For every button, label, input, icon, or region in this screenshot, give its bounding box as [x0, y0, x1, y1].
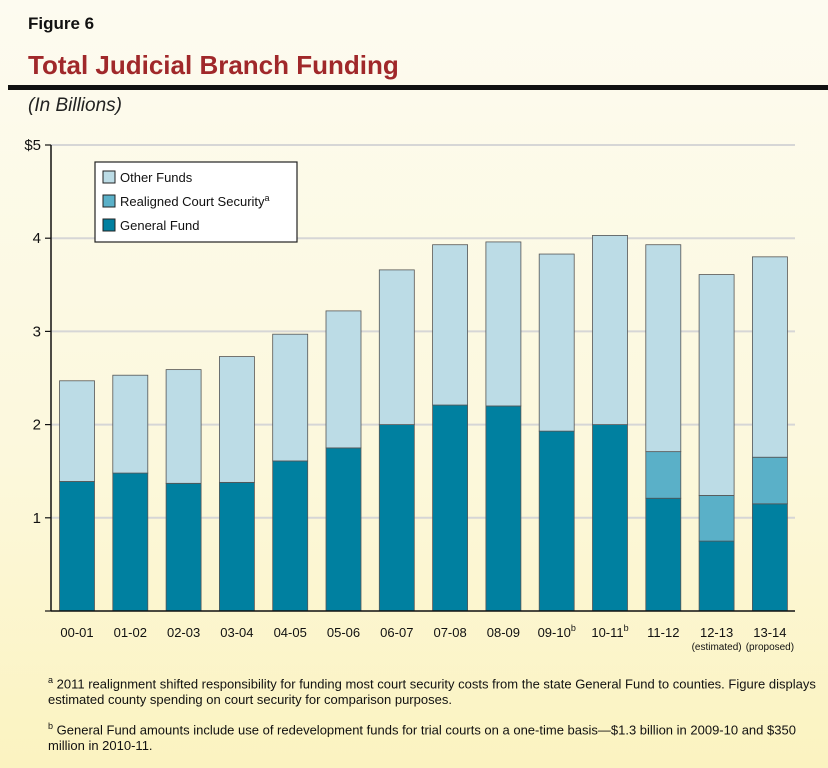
bar-segment-other-funds	[645, 244, 682, 453]
legend-swatch	[102, 194, 116, 208]
x-tick-label: 08-09	[487, 625, 520, 640]
bar-segment-general-fund	[592, 424, 628, 612]
x-sublabel: (proposed)	[746, 642, 794, 653]
legend-swatch	[102, 218, 116, 232]
x-tick-label: 10-11b	[591, 623, 628, 640]
bar-segment-other-funds	[538, 253, 575, 432]
y-tick-label: 1	[33, 510, 41, 527]
bar-segment-general-fund	[272, 460, 309, 612]
bar-segment-other-funds	[325, 310, 362, 449]
bar-segment-other-funds	[592, 235, 628, 426]
x-tick-label: 03-04	[220, 625, 253, 640]
bar-segment-general-fund	[698, 540, 735, 612]
x-tick-label: 12-13	[700, 625, 733, 640]
x-tick-label: 00-01	[60, 625, 93, 640]
legend-label: General Fund	[120, 218, 200, 233]
bar-segment-other-funds	[59, 380, 95, 482]
y-tick-label: 3	[33, 323, 41, 340]
figure-label: Figure 6	[28, 14, 95, 33]
x-sublabel: (estimated)	[692, 642, 742, 653]
bar-segment-general-fund	[165, 482, 202, 612]
bar-segment-general-fund	[325, 447, 362, 612]
bar-segment-other-funds	[272, 333, 309, 462]
x-tick-label: 07-08	[433, 625, 466, 640]
x-tick-label: 01-02	[114, 625, 147, 640]
legend-label: Other Funds	[120, 170, 193, 185]
footnote-a: a 2011 realignment shifted responsibilit…	[48, 675, 816, 708]
bar-segment-realigned-court-security	[752, 456, 788, 505]
bar-segment-general-fund	[218, 481, 255, 612]
x-tick-label: 04-05	[274, 625, 307, 640]
y-tick-label: 4	[33, 230, 41, 247]
bar-segment-other-funds	[218, 356, 255, 483]
legend-swatch	[102, 170, 116, 184]
bar-segment-general-fund	[538, 430, 575, 612]
bar-segment-general-fund	[752, 503, 788, 612]
bar-segment-other-funds	[432, 244, 469, 406]
bar-segment-general-fund	[112, 472, 149, 612]
bar-segment-general-fund	[59, 481, 95, 612]
bar-segment-other-funds	[112, 374, 149, 474]
bar-segment-other-funds	[165, 369, 202, 484]
legend: Other Funds Realigned Court Securitya Gene…	[94, 161, 298, 243]
legend-box	[94, 161, 298, 243]
bar-segment-realigned-court-security	[645, 451, 682, 499]
chart-title: Total Judicial Branch Funding	[28, 50, 399, 80]
bar-segment-other-funds	[752, 256, 788, 458]
bar-segment-general-fund	[645, 497, 682, 612]
y-tick-label: 2	[33, 417, 41, 434]
footnote-b: b General Fund amounts include use of re…	[48, 721, 796, 754]
x-tick-label: 11-12	[647, 625, 679, 640]
x-tick-label: 05-06	[327, 625, 360, 640]
bar-segment-general-fund	[378, 424, 415, 612]
y-tick-label: $5	[24, 137, 41, 154]
bar-segment-other-funds	[485, 241, 522, 407]
bar-segment-general-fund	[485, 405, 522, 612]
bar-segment-general-fund	[432, 404, 469, 612]
bar-segment-other-funds	[378, 269, 415, 426]
bar-segment-other-funds	[698, 274, 735, 496]
legend-label: Realigned Court Securitya	[120, 193, 270, 209]
bar-segment-realigned-court-security	[698, 495, 735, 542]
x-tick-label: 09-10b	[538, 623, 576, 640]
x-tick-label: 13-14	[753, 625, 786, 640]
chart-subtitle: (In Billions)	[28, 95, 122, 116]
title-rule	[8, 85, 828, 90]
x-tick-label: 02-03	[167, 625, 200, 640]
x-tick-label: 06-07	[380, 625, 413, 640]
